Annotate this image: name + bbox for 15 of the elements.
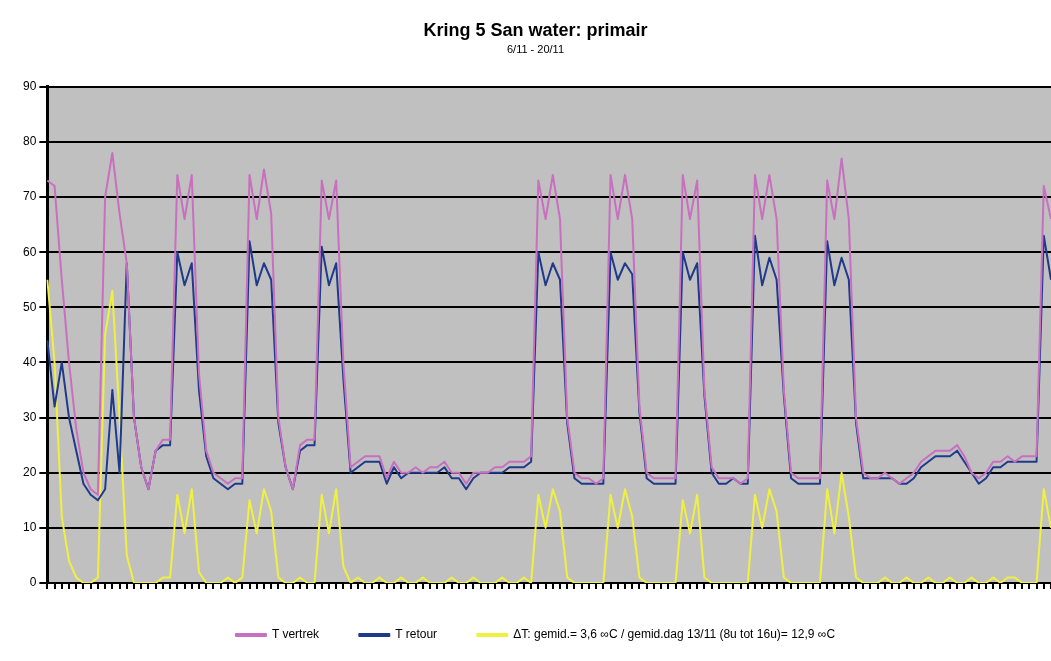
y-tick-label: 60 [22,244,37,259]
y-tick-label: 90 [22,79,37,94]
y-tick-label: 20 [22,465,37,480]
y-tick-label: 30 [22,409,37,424]
y-tick-label: 40 [22,354,37,369]
y-tick-label: 50 [22,299,37,314]
y-tick-label: 80 [22,134,37,149]
chart-subtitle: 6/11 - 20/11 [506,43,565,56]
y-tick-label: 70 [22,189,37,204]
chart-title: Kring 5 San water: primair [423,19,648,40]
y-tick-label: 0 [29,575,37,590]
legend-label: T retour [395,627,438,642]
y-tick-label: 10 [22,520,37,535]
legend-label: T vertrek [271,627,321,642]
legend-label: ΔT: gemid.= 3,6 ∞C / gemid.dag 13/11 (8u tot 16u)= 12,9 ∞C [513,627,836,642]
